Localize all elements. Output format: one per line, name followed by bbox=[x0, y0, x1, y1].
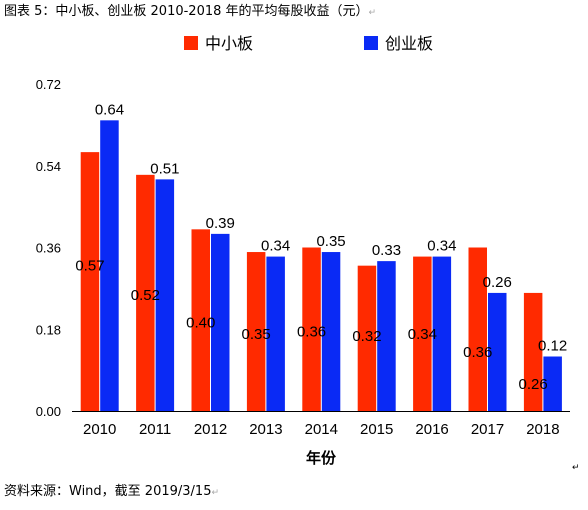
figure-caption-text: 图表 5：中小板、创业板 2010-2018 年的平均每股收益（元） bbox=[4, 4, 369, 19]
bar-series-1 bbox=[321, 252, 341, 411]
x-tick-label: 2017 bbox=[471, 421, 504, 438]
x-tick-label: 2018 bbox=[526, 421, 559, 438]
x-tick-label: 2013 bbox=[249, 421, 282, 438]
data-label-series-0: 0.57 bbox=[75, 258, 104, 275]
y-tick-label: 0.54 bbox=[36, 159, 61, 174]
data-label-series-0: 0.40 bbox=[186, 314, 215, 331]
bar-series-1 bbox=[377, 261, 396, 411]
data-label-series-0: 0.36 bbox=[297, 324, 326, 341]
y-tick-label: 0.36 bbox=[36, 241, 61, 256]
x-tick-label: 2014 bbox=[305, 421, 338, 438]
data-label-series-1: 0.34 bbox=[261, 238, 290, 255]
data-label-series-1: 0.64 bbox=[95, 101, 124, 118]
bar-series-1 bbox=[266, 256, 285, 411]
x-tick-label: 2015 bbox=[360, 421, 393, 438]
bar-series-0 bbox=[413, 256, 432, 411]
bar-series-0 bbox=[191, 229, 210, 411]
x-tick-label: 2011 bbox=[139, 421, 171, 438]
paragraph-mark-icon: ↵ bbox=[572, 462, 580, 472]
data-label-series-0: 0.36 bbox=[463, 344, 492, 361]
bar-series-0 bbox=[468, 247, 487, 411]
y-tick-label: 0.00 bbox=[36, 404, 61, 419]
bar-series-1 bbox=[211, 233, 230, 411]
paragraph-mark-icon: ↵ bbox=[211, 488, 220, 498]
x-tick-label: 2012 bbox=[194, 421, 227, 438]
legend-label-0: 中小板 bbox=[205, 35, 253, 53]
bar-series-0 bbox=[80, 152, 100, 411]
bar-series-0 bbox=[302, 247, 321, 411]
bar-series-0 bbox=[357, 265, 377, 411]
x-tick-label: 2010 bbox=[83, 421, 116, 438]
data-label-series-0: 0.34 bbox=[408, 326, 437, 343]
data-label-series-1: 0.39 bbox=[206, 215, 235, 232]
paragraph-mark-icon: ↵ bbox=[368, 8, 377, 18]
data-label-series-0: 0.52 bbox=[131, 287, 160, 304]
figure-source: 资料来源：Wind，截至 2019/3/15↵ bbox=[4, 483, 219, 502]
bar-series-1 bbox=[432, 256, 452, 411]
legend-label-1: 创业板 bbox=[385, 35, 433, 53]
eps-bar-chart: 中小板 创业板 0.00 0.18 0.36 0.54 0.72 0.57 0.64 2010 0.… bbox=[36, 35, 580, 472]
legend-swatch-0 bbox=[184, 36, 198, 50]
x-axis-title: 年份 bbox=[306, 449, 337, 467]
figure-source-text: 资料来源：Wind，截至 2019/3/15 bbox=[4, 484, 212, 499]
y-tick-label: 0.72 bbox=[36, 77, 61, 92]
bar-series-0 bbox=[136, 174, 155, 411]
bar-series-0 bbox=[523, 292, 543, 411]
data-label-series-0: 0.32 bbox=[352, 328, 381, 345]
legend-swatch-1 bbox=[364, 36, 378, 50]
data-label-series-1: 0.34 bbox=[427, 238, 456, 255]
data-label-series-0: 0.35 bbox=[242, 326, 271, 343]
y-tick-label: 0.18 bbox=[36, 322, 61, 337]
bar-series-0 bbox=[246, 252, 266, 411]
data-label-series-1: 0.51 bbox=[150, 160, 179, 177]
data-label-series-0: 0.26 bbox=[519, 376, 548, 393]
data-label-series-1: 0.12 bbox=[538, 338, 567, 355]
data-label-series-1: 0.26 bbox=[483, 274, 512, 291]
x-tick-label: 2016 bbox=[415, 421, 448, 438]
data-label-series-1: 0.33 bbox=[372, 242, 401, 259]
data-label-series-1: 0.35 bbox=[316, 233, 345, 250]
bar-series-1 bbox=[488, 292, 507, 411]
figure-caption: 图表 5：中小板、创业板 2010-2018 年的平均每股收益（元）↵ bbox=[4, 3, 376, 22]
bar-series-1 bbox=[100, 120, 119, 411]
bar-series-1 bbox=[543, 356, 562, 411]
bar-series-1 bbox=[155, 179, 175, 411]
